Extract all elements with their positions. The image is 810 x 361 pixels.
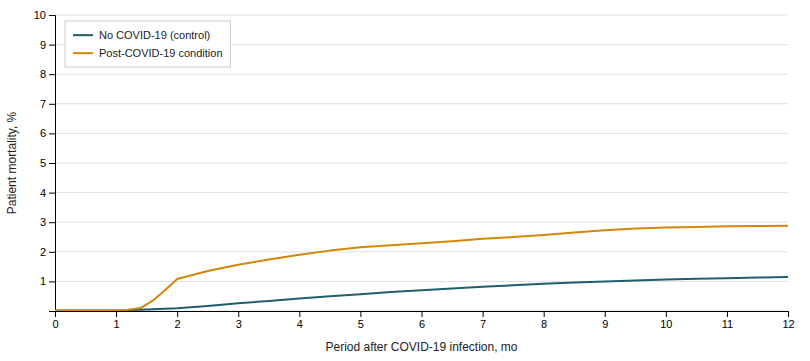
tick-mark [177,311,178,317]
legend-label: No COVID-19 (control) [99,29,210,41]
tick-mark [49,104,55,105]
tick-mark [49,133,55,134]
tick-label: 5 [40,157,46,169]
tick: 10 [34,9,55,21]
tick: 9 [602,311,608,330]
tick: 4 [297,311,303,330]
tick-label: 8 [40,68,46,80]
tick-mark [49,45,55,46]
tick: 11 [722,311,733,330]
lines [55,226,788,311]
tick-mark [788,311,789,317]
tick-label: 1 [114,318,120,330]
line [55,277,788,310]
tick: 5 [40,157,55,169]
tick: 0 [52,311,58,330]
tick-label: 2 [40,246,46,258]
grid [55,15,788,311]
tick-label: 4 [297,318,303,330]
legend-label: Post-COVID-19 condition [99,47,223,59]
tick-label: 1 [40,275,46,287]
legend-swatch [73,52,93,54]
tick-label: 11 [722,318,733,330]
tick: 5 [358,311,364,330]
tick-mark [49,281,55,282]
legend-item: Post-COVID-19 condition [73,47,223,59]
grid-line [55,15,788,16]
tick-mark [49,163,55,164]
tick-mark [238,311,239,317]
tick: 7 [40,98,55,110]
plot: 012345678910111212345678910No COVID-19 (… [34,9,795,330]
tick-mark [49,15,55,16]
tick: 3 [40,216,55,228]
chart: 012345678910111212345678910No COVID-19 (… [0,0,810,361]
tick-label: 4 [40,187,46,199]
tick-mark [299,311,300,317]
tick-mark [666,311,667,317]
grid-line [55,251,788,252]
tick: 2 [40,246,55,258]
tick-mark [422,311,423,317]
tick-label: 7 [40,98,46,110]
tick: 10 [660,311,672,330]
tick: 1 [40,275,55,287]
grid-line [55,163,788,164]
grid-line [55,103,788,104]
tick-mark [727,311,728,317]
grid-line [55,281,788,282]
tick: 12 [782,311,794,330]
tick-mark [49,252,55,253]
line [55,226,788,311]
tick-mark [544,311,545,317]
x-axis: 0123456789101112 [52,311,794,330]
tick-mark [49,311,55,312]
legend-swatch [73,34,93,36]
tick-label: 10 [660,318,672,330]
tick: 1 [114,311,120,330]
grid-line [55,133,788,134]
tick-label: 6 [40,127,46,139]
tick-label: 10 [34,9,46,21]
axis-line [56,312,789,318]
tick-mark [360,311,361,317]
y-axis: 1 2 3 4 5 6 7 8 9 10 [34,9,56,311]
tick-label: 6 [419,318,425,330]
tick-mark [116,311,117,317]
tick-label: 0 [52,318,58,330]
tick: 8 [40,68,55,80]
tick: 8 [541,311,547,330]
grid-line [55,192,788,193]
tick-mark [49,74,55,75]
tick: 6 [40,127,55,139]
tick-mark [49,222,55,223]
legend-box [65,21,231,67]
tick-label: 9 [40,39,46,51]
tick-mark [483,311,484,317]
tick: 7 [480,311,486,330]
tick: 2 [175,311,181,330]
tick-label: 5 [358,318,364,330]
tick: 3 [236,311,242,330]
tick-label: 8 [541,318,547,330]
grid-line [55,222,788,223]
tick: 9 [40,39,55,51]
tick-label: 9 [602,318,608,330]
tick-mark [605,311,606,317]
tick: 6 [419,311,425,330]
legend: No COVID-19 (control) Post-COVID-19 condi… [65,21,231,67]
tick-label: 7 [480,318,486,330]
legend-item: No COVID-19 (control) [73,29,210,41]
tick-label: 3 [40,216,46,228]
tick-label: 12 [782,318,794,330]
y-axis-title: Patient mortality, % [5,111,19,214]
tick-label: 2 [175,318,181,330]
tick-mark [49,193,55,194]
grid-line [55,74,788,75]
tick: 4 [40,187,55,199]
tick-label: 3 [236,318,242,330]
x-axis-title: Period after COVID-19 infection, mo [325,340,517,354]
tick [49,311,55,312]
axis-line [49,16,56,312]
